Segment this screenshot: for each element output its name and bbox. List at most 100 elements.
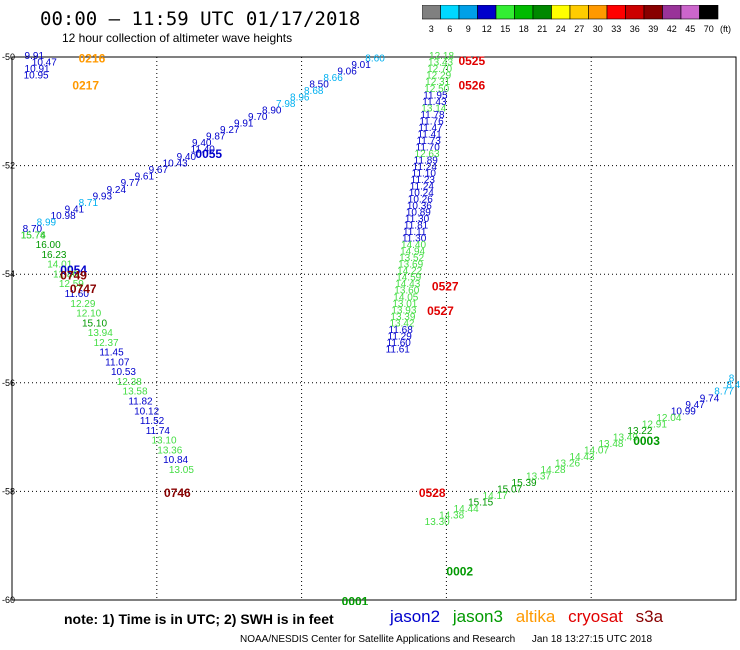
- wave-height-value: 11.43: [422, 97, 447, 108]
- wave-height-value: 12.37: [94, 338, 119, 349]
- legend-label-39: 39: [648, 24, 658, 34]
- wave-height-value: 11.60: [65, 289, 90, 300]
- wave-height-value: 12.29: [426, 71, 451, 82]
- wave-height-value: 9.77: [121, 178, 141, 189]
- pass-time-label: 0525: [458, 54, 485, 68]
- wave-height-value: 14.17: [483, 491, 508, 502]
- wave-height-value: 11.24: [410, 181, 435, 192]
- wave-height-value: 14.40: [401, 240, 426, 251]
- wave-height-value: 14.94: [400, 247, 425, 258]
- wave-height-value: 11.10: [412, 168, 437, 179]
- wave-height-value: 11.30: [405, 214, 430, 225]
- wave-height-value: 12.38: [117, 377, 142, 388]
- lon-tick-label: -129: [293, 604, 311, 605]
- wave-height-value: 14.43: [569, 452, 594, 463]
- wave-height-value: 14.59: [396, 273, 421, 284]
- wave-height-value: 13.43: [428, 58, 453, 69]
- wave-height-value: 15.76: [21, 230, 46, 241]
- wave-height-value: 11.24: [413, 162, 438, 173]
- wave-height-value: 8: [729, 374, 735, 385]
- wave-height-value: 14.07: [584, 445, 609, 456]
- wave-height-value: 9.61: [135, 172, 155, 183]
- pass-time-label: 0002: [446, 565, 473, 579]
- legend-label-24: 24: [556, 24, 566, 34]
- wave-height-value: 15.10: [82, 318, 107, 329]
- pass-time-label: 0217: [72, 79, 99, 93]
- legend-label-30: 30: [593, 24, 603, 34]
- legend-label-18: 18: [519, 24, 529, 34]
- pass-time-label: 0527: [427, 304, 454, 318]
- wave-height-value: 10.84: [163, 455, 188, 466]
- footer-credit: NOAA/NESDIS Center for Satellite Applica…: [240, 634, 652, 645]
- lat-tick-label: -52: [2, 161, 15, 171]
- pass-time-label: 0216: [79, 51, 106, 65]
- wave-height-value: 9.47: [685, 400, 705, 411]
- wave-height-value: 11.29: [388, 331, 413, 342]
- wave-height-value: 10.95: [24, 71, 49, 82]
- legend-label-15: 15: [500, 24, 510, 34]
- satellite-altika: altika: [515, 607, 556, 626]
- wave-height-value: 10.36: [407, 201, 432, 212]
- legend-label-70: 70: [704, 24, 714, 34]
- wave-height-value: 11.73: [416, 136, 441, 147]
- wave-height-value: 13.69: [398, 260, 423, 271]
- wave-height-value: 11.40: [191, 145, 216, 156]
- wave-height-value: 8.60: [365, 53, 385, 64]
- wave-height-value: 13.30: [425, 517, 450, 528]
- wave-height-value: 8.77: [714, 387, 734, 398]
- pass-time-label: 0055: [195, 147, 222, 161]
- wave-height-value: 8.44: [726, 380, 740, 391]
- pass-time-label: 0749: [60, 269, 87, 283]
- wave-height-value: 10.43: [163, 159, 188, 170]
- wave-height-value: 9.24: [107, 185, 127, 196]
- legend-label-42: 42: [667, 24, 677, 34]
- wave-height-value: 12.63: [415, 149, 440, 160]
- wave-height-value: 13.58: [123, 387, 148, 398]
- satellite-jason3: jason3: [452, 607, 503, 626]
- legend-label-21: 21: [537, 24, 547, 34]
- pass-time-label: 0054: [60, 263, 87, 277]
- wave-height-value: 11.45: [99, 348, 124, 359]
- wave-height-value: 9.74: [700, 393, 720, 404]
- satellite-jason2: jason2: [390, 607, 441, 626]
- wave-height-value: 10.91: [25, 64, 50, 75]
- footer-note: note: 1) Time is in UTC; 2) SWH is in fe…: [64, 611, 334, 627]
- wave-height-value: 12.29: [70, 299, 95, 310]
- wave-height-value: 9.91: [234, 119, 254, 130]
- wave-height-value: 9.40: [177, 152, 197, 163]
- wave-height-value: 11.82: [128, 397, 153, 408]
- wave-height-value: 13.01: [392, 299, 417, 310]
- legend-label-36: 36: [630, 24, 640, 34]
- wave-height-value: 12.91: [642, 419, 667, 430]
- wave-height-value: 10.98: [51, 211, 76, 222]
- lon-tick-label: -126: [437, 604, 455, 605]
- wave-height-value: 14.44: [454, 504, 479, 515]
- wave-height-value: 13.52: [399, 253, 424, 264]
- wave-height-value: 9.70: [248, 112, 268, 123]
- wave-height-value: 13.93: [391, 305, 416, 316]
- wave-height-value: 12.10: [76, 309, 101, 320]
- wave-height-value: 14.01: [47, 260, 72, 271]
- lat-tick-label: -58: [2, 486, 15, 496]
- wave-height-value: 11.11: [403, 227, 427, 238]
- lon-tick-label: -123: [582, 604, 600, 605]
- wave-height-value: 11.60: [387, 338, 412, 349]
- wave-height-value: 11.61: [386, 344, 411, 355]
- wave-height-value: 15.15: [468, 498, 493, 509]
- wave-height-value: 12.18: [429, 51, 454, 62]
- legend-label-45: 45: [685, 24, 695, 34]
- wave-height-value: 8.68: [304, 86, 324, 97]
- pass-time-label: 0746: [164, 486, 191, 500]
- lat-tick-label: -50: [2, 52, 15, 62]
- wave-height-value: 12.31: [425, 77, 450, 88]
- legend-label-27: 27: [574, 24, 584, 34]
- pass-time-label: 0003: [633, 434, 660, 448]
- wave-height-value: 12.70: [427, 64, 452, 75]
- wave-height-value: 9.93: [93, 191, 113, 202]
- lat-tick-label: -60: [2, 595, 15, 605]
- map-frame: [11, 56, 737, 601]
- wave-height-value: 11.52: [140, 416, 165, 427]
- wave-height-value: 10.47: [32, 58, 57, 69]
- legend-label-6: 6: [447, 24, 452, 34]
- wave-height-value: 8.70: [23, 224, 43, 235]
